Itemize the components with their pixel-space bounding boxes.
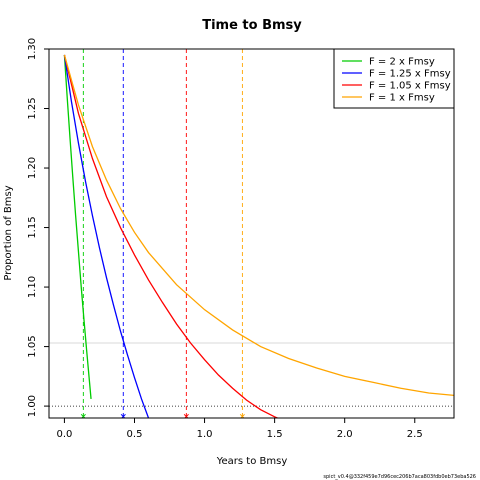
legend-label-0: F = 2 x Fmsy	[369, 57, 435, 68]
legend-label-3: F = 1 x Fmsy	[369, 93, 435, 104]
x-tick-label-2: 1.0	[197, 429, 213, 440]
legend-label-1: F = 1.25 x Fmsy	[369, 69, 451, 80]
x-tick-label-0: 0.0	[56, 429, 72, 440]
x-axis-label: Years to Bmsy	[216, 456, 288, 467]
chart-title: Time to Bmsy	[202, 18, 302, 33]
x-tick-label-5: 2.5	[407, 429, 423, 440]
legend-label-2: F = 1.05 x Fmsy	[369, 81, 451, 92]
y-tick-label-4: 1.20	[27, 157, 38, 179]
plot-border	[48, 48, 455, 419]
x-axis: 0.0 0.5 1.0 1.5 2.0 2.5	[56, 418, 423, 440]
y-tick-label-1: 1.05	[27, 335, 38, 357]
legend-box	[333, 48, 455, 109]
x-tick-label-1: 0.5	[127, 429, 143, 440]
y-tick-label-6: 1.30	[27, 38, 38, 60]
series-line-1	[63, 54, 150, 418]
series-line-3	[63, 54, 454, 397]
series-line-0	[63, 54, 92, 400]
y-tick-label-2: 1.10	[27, 276, 38, 298]
plot-area	[49, 49, 454, 418]
y-tick-label-3: 1.15	[27, 216, 38, 238]
y-tick-label-5: 1.25	[27, 97, 38, 119]
y-tick-label-0: 1.00	[27, 395, 38, 417]
y-axis-label: Proportion of Bmsy	[3, 185, 14, 280]
x-tick-label-3: 1.5	[267, 429, 283, 440]
version-footnote: spict_v0.4@332f459e7d96cec206b7aca803fdb…	[323, 474, 476, 480]
series-line-2	[63, 54, 280, 418]
y-axis: 1.00 1.05 1.10 1.15 1.20 1.25 1.30	[27, 38, 49, 417]
x-tick-label-4: 2.0	[337, 429, 353, 440]
